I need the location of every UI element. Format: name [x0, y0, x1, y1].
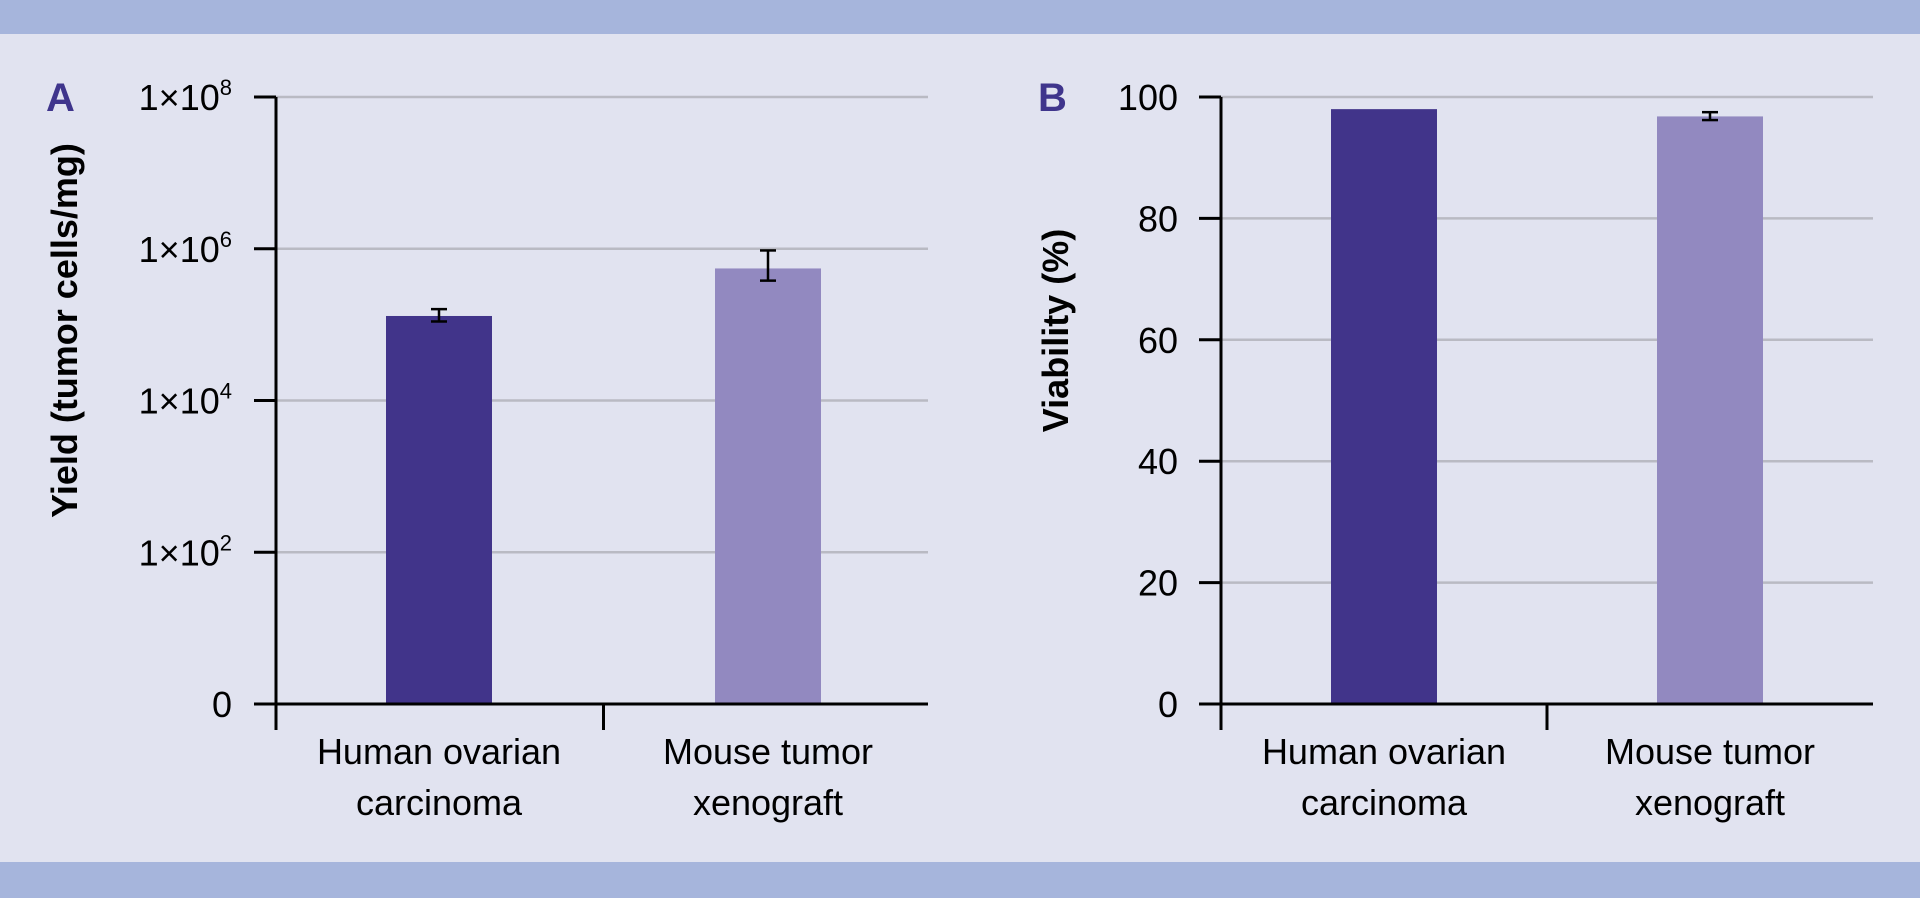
bottom-band — [0, 862, 1920, 898]
panel-letter: B — [1038, 76, 1067, 120]
panel-letter: A — [46, 76, 75, 120]
x-category-label-line2: xenograft — [1635, 782, 1785, 823]
y-tick-label-base: 40 — [1138, 441, 1178, 482]
y-tick-label: 1×108 — [139, 75, 232, 118]
top-band — [0, 0, 1920, 34]
y-tick-label-base: 1×10 — [139, 381, 220, 422]
y-tick-label-base: 100 — [1118, 77, 1178, 118]
error-bar — [760, 249, 776, 282]
x-category-label-line1: Human ovarian — [317, 731, 561, 772]
y-tick-label-base: 20 — [1138, 563, 1178, 604]
y-tick-label: 1×106 — [139, 227, 232, 270]
y-tick-label: 40 — [1138, 441, 1178, 482]
error-bar — [1702, 110, 1718, 122]
x-category-label-line1: Human ovarian — [1262, 731, 1506, 772]
bar-mouse-tumor-xenograft — [715, 268, 821, 704]
y-tick-label-base: 1×10 — [139, 77, 220, 118]
y-tick-label: 0 — [1158, 684, 1178, 725]
panel-b-viability-chart: 100 80 60 40 20 0 Human ovarian carcinoma Mouse … — [1035, 76, 1873, 823]
y-tick-label-base: 0 — [1158, 684, 1178, 725]
y-tick-label-base: 0 — [212, 684, 232, 725]
y-tick-label-exponent: 2 — [220, 530, 232, 555]
bar-human-ovarian-carcinoma — [1331, 109, 1437, 704]
x-category-label-line1: Mouse tumor — [1605, 731, 1815, 772]
y-tick-label-exponent: 4 — [220, 379, 232, 404]
y-tick-label: 80 — [1138, 198, 1178, 239]
y-tick-label-base: 60 — [1138, 320, 1178, 361]
y-tick-label-base: 1×10 — [139, 532, 220, 573]
y-tick-label: 1×102 — [139, 530, 232, 573]
bar-human-ovarian-carcinoma — [386, 315, 492, 704]
y-axis-label: Viability (%) — [1035, 229, 1076, 432]
bar-mouse-tumor-xenograft — [1657, 116, 1763, 704]
y-tick-label: 20 — [1138, 563, 1178, 604]
y-axis-label: Yield (tumor cells/mg) — [44, 143, 85, 518]
x-category-label-line1: Mouse tumor — [663, 731, 873, 772]
y-tick-label-base: 1×10 — [139, 229, 220, 270]
x-category-label-line2: xenograft — [693, 782, 843, 823]
y-tick-label-exponent: 6 — [220, 227, 232, 252]
y-tick-label: 1×104 — [139, 379, 232, 422]
y-tick-label: 60 — [1138, 320, 1178, 361]
error-bar — [431, 307, 447, 323]
y-tick-label-base: 80 — [1138, 198, 1178, 239]
y-tick-label: 100 — [1118, 77, 1178, 118]
x-category-label-line2: carcinoma — [356, 782, 523, 823]
x-category-label-line2: carcinoma — [1301, 782, 1468, 823]
y-tick-label-exponent: 8 — [220, 75, 232, 100]
y-tick-label: 0 — [212, 684, 232, 725]
